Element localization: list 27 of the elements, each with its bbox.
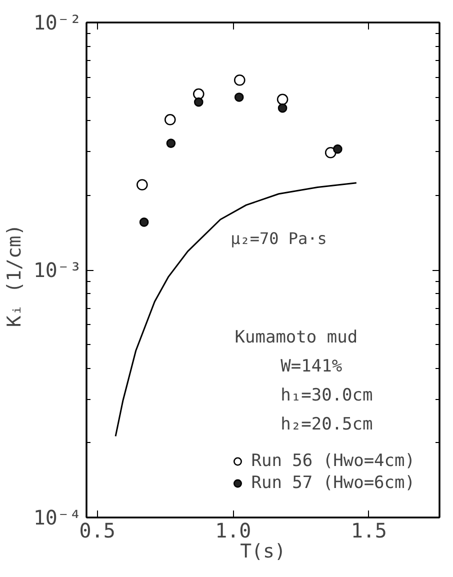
annotation: Kumamoto mud (234, 328, 358, 348)
point (234, 74, 246, 86)
y-tick-label: 10⁻⁴ (33, 506, 82, 530)
y-tick-label: 10⁻³ (33, 258, 82, 282)
point (194, 97, 204, 107)
point (234, 92, 244, 102)
point (136, 179, 148, 190)
y-tick-label: 10⁻² (33, 10, 82, 34)
legend-label: Run 56 (Hwo=4cm) (251, 451, 415, 471)
point (276, 94, 288, 106)
x-tick-label: 0.5 (79, 518, 116, 542)
point (166, 138, 176, 148)
legend-label: Run 57 (Hwo=6cm) (251, 473, 415, 493)
x-axis-title: T(s) (240, 540, 286, 562)
annotation: h₂=20.5cm (280, 414, 373, 434)
point (139, 218, 149, 227)
point (333, 144, 342, 154)
annotation: h₁=30.0cm (280, 386, 373, 406)
point (164, 114, 176, 126)
point (192, 88, 204, 100)
x-tick-label: 1.5 (350, 518, 387, 542)
annotation: W=141% (280, 356, 342, 376)
point (324, 146, 336, 158)
point (278, 103, 288, 113)
y-axis-title: Kᵢ (1/cm) (3, 224, 26, 328)
x-tick-label: 1.0 (215, 518, 252, 542)
series-label: μ₂=70 Pa·s (230, 229, 327, 248)
